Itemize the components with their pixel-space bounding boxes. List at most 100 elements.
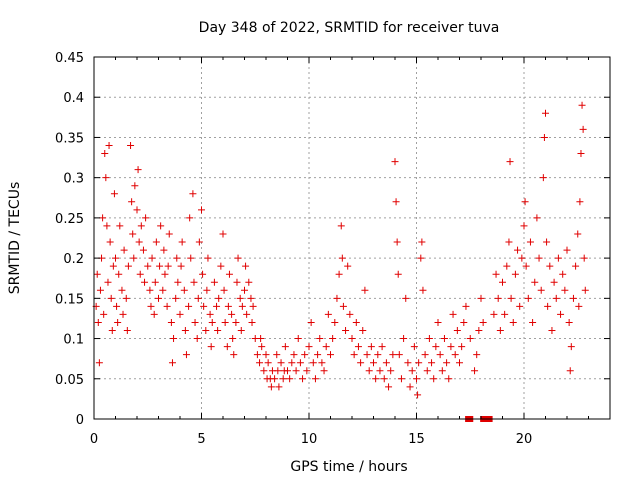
data-point — [554, 254, 562, 262]
data-point — [225, 270, 233, 278]
data-point — [134, 166, 142, 174]
data-point — [103, 222, 111, 230]
data-point — [575, 302, 583, 310]
data-point — [305, 343, 313, 351]
data-point — [361, 286, 369, 294]
x-tick-label: 0 — [90, 432, 98, 447]
data-point — [520, 222, 528, 230]
x-tick-label: 20 — [516, 432, 533, 447]
data-point — [402, 294, 410, 302]
y-tick-label: 0.05 — [55, 373, 84, 388]
data-point — [374, 351, 382, 359]
data-point — [415, 359, 423, 367]
data-point — [521, 198, 529, 206]
x-tick-label: 5 — [197, 432, 205, 447]
data-point — [451, 351, 459, 359]
data-point — [511, 270, 519, 278]
data-point — [200, 302, 208, 310]
data-point — [176, 310, 184, 318]
data-point — [449, 310, 457, 318]
data-point — [151, 278, 159, 286]
plot-frame — [93, 56, 611, 420]
data-point — [161, 270, 169, 278]
data-point — [567, 343, 575, 351]
data-point — [479, 318, 487, 326]
data-point — [393, 238, 401, 246]
data-point — [277, 359, 285, 367]
chart-title: Day 348 of 2022, SRMTID for receiver tuv… — [199, 20, 500, 36]
data-point — [106, 238, 114, 246]
data-point — [256, 359, 264, 367]
data-point — [168, 359, 176, 367]
data-point — [392, 198, 400, 206]
data-point — [539, 174, 547, 182]
data-point — [146, 286, 154, 294]
data-point — [410, 343, 418, 351]
data-point — [248, 318, 256, 326]
data-point — [164, 262, 172, 270]
data-point — [389, 351, 397, 359]
data-point — [550, 278, 558, 286]
data-point — [208, 318, 216, 326]
data-point — [574, 230, 582, 238]
data-point — [320, 367, 328, 375]
data-point — [303, 367, 311, 375]
data-point — [301, 351, 309, 359]
data-point — [490, 310, 498, 318]
data-point — [348, 335, 356, 343]
data-point — [155, 294, 162, 302]
data-point — [473, 351, 481, 359]
x-tick-label: 15 — [408, 432, 425, 447]
data-point — [219, 230, 227, 238]
data-point — [365, 367, 373, 375]
data-point — [213, 302, 221, 310]
y-tick-label: 0.25 — [55, 212, 84, 227]
data-point — [316, 335, 324, 343]
data-point — [249, 302, 257, 310]
data-point — [518, 254, 526, 262]
data-point — [380, 375, 388, 383]
data-point — [580, 254, 588, 262]
data-point — [578, 101, 586, 109]
data-point — [242, 262, 250, 270]
data-point — [294, 335, 302, 343]
data-point — [141, 278, 149, 286]
data-point — [137, 222, 145, 230]
data-point — [120, 246, 128, 254]
data-point — [112, 254, 119, 262]
data-point — [576, 198, 584, 206]
data-point — [370, 359, 377, 367]
data-point — [506, 158, 514, 166]
data-point — [281, 343, 289, 351]
data-point — [385, 383, 393, 391]
data-point — [215, 294, 223, 302]
data-point — [425, 335, 433, 343]
y-tick-label: 0.1 — [63, 333, 84, 348]
data-point — [535, 254, 543, 262]
data-point — [471, 367, 479, 375]
data-point — [378, 343, 386, 351]
data-point — [258, 343, 266, 351]
y-tick-label: 0.2 — [63, 252, 84, 267]
data-point — [144, 262, 152, 270]
axis-ticks: 0 0.05 0.1 0.15 0.2 0.25 0.3 0.35 0.4 0.45 0 5 10 15 2… — [55, 51, 611, 447]
data-point — [421, 351, 429, 359]
data-point — [413, 375, 420, 383]
data-point — [531, 278, 539, 286]
data-point — [561, 286, 569, 294]
data-point — [354, 343, 362, 351]
data-point — [93, 270, 101, 278]
data-point — [237, 327, 245, 335]
data-point — [275, 383, 283, 391]
data-point — [391, 158, 399, 166]
data-point — [440, 335, 448, 343]
data-point — [363, 351, 371, 359]
data-point — [182, 351, 190, 359]
data-point — [382, 359, 390, 367]
data-point — [342, 327, 350, 335]
data-point — [133, 206, 141, 214]
data-point — [387, 367, 395, 375]
data-point — [214, 327, 222, 335]
data-point — [408, 367, 416, 375]
